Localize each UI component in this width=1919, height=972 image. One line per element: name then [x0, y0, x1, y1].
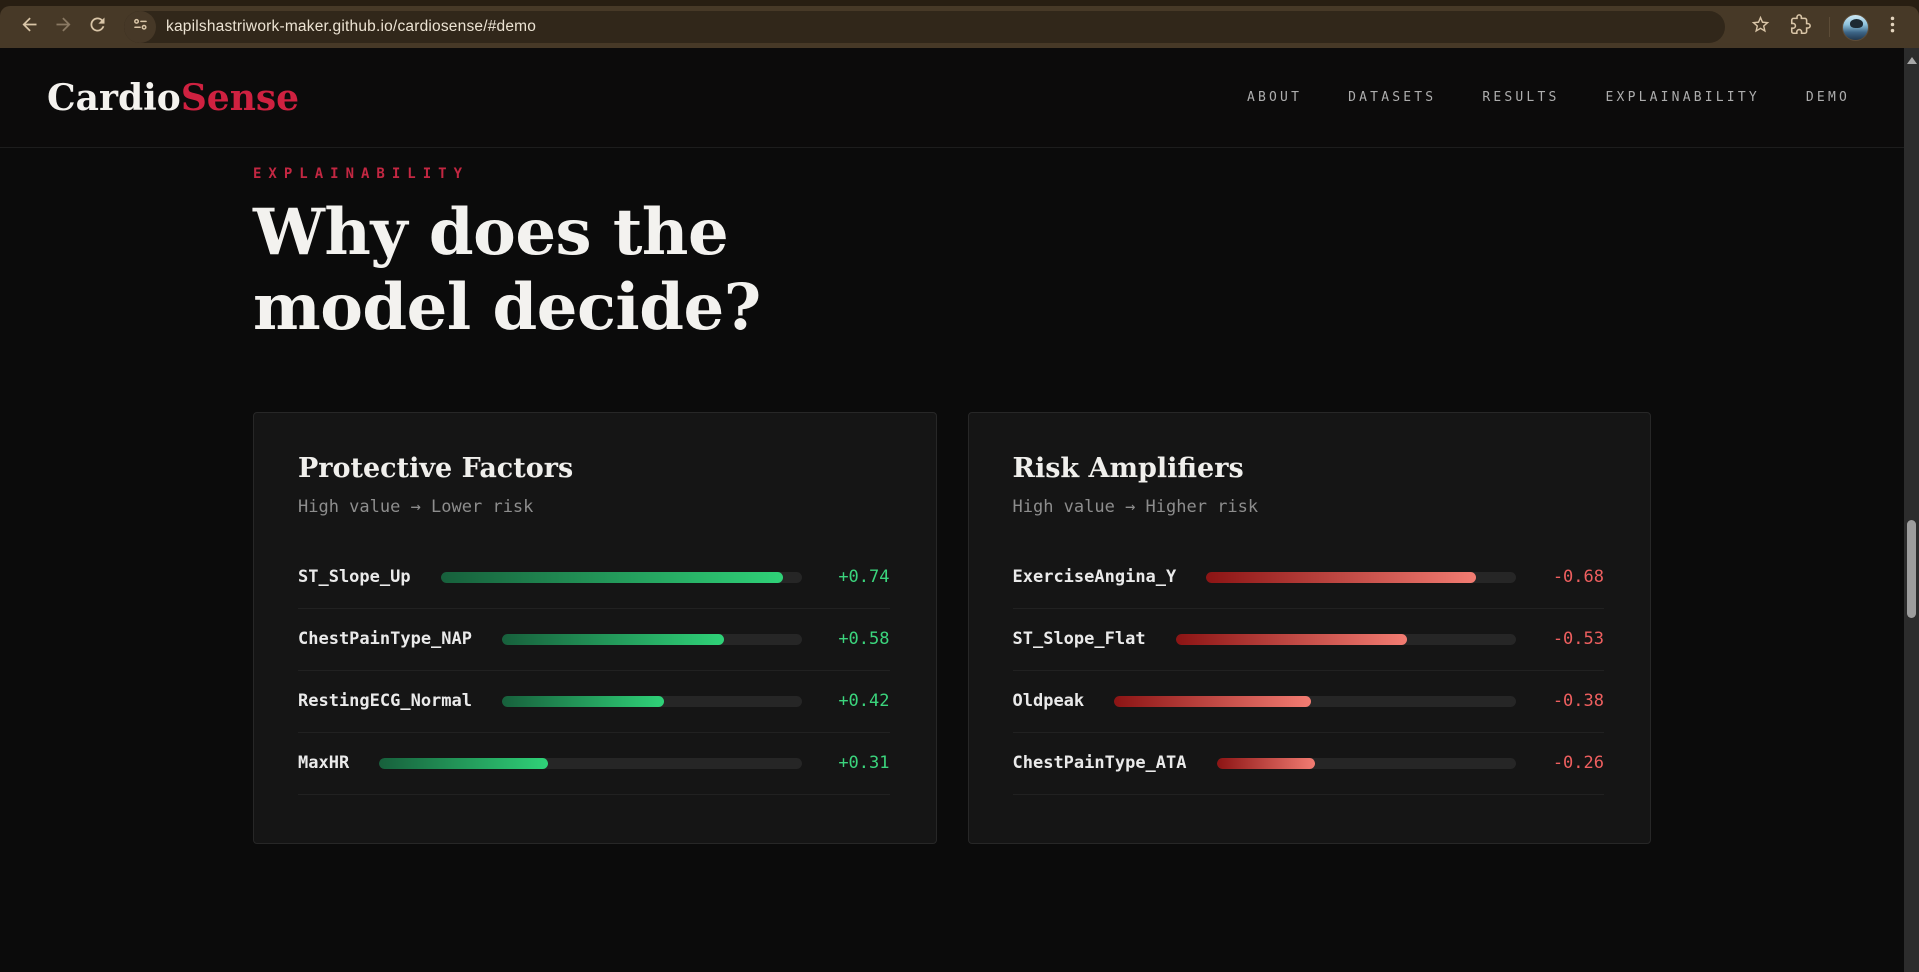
logo-primary: Cardio [47, 76, 181, 119]
factor-label: ST_Slope_Flat [1012, 629, 1146, 650]
factor-label: Oldpeak [1012, 691, 1085, 712]
factor-value: +0.31 [838, 753, 890, 774]
factor-bar-track [1216, 757, 1516, 769]
reload-button[interactable] [80, 10, 114, 44]
explainability-section: EXPLAINABILITY Why does the model decide… [253, 148, 1651, 844]
factor-bar-track [1175, 633, 1516, 645]
factor-bar-track [440, 571, 802, 583]
factor-row: RestingECG_Normal +0.42 [298, 671, 890, 733]
factor-bar-track [1206, 571, 1516, 583]
section-title: Why does the model decide? [253, 195, 761, 345]
protective-factors-card: Protective Factors High value → Lower ri… [253, 411, 937, 844]
browser-toolbar: kapilshastriwork-maker.github.io/cardios… [0, 6, 1919, 48]
url-bar[interactable]: kapilshastriwork-maker.github.io/cardios… [124, 11, 1725, 43]
factor-row: ExerciseAngina_Y -0.68 [1012, 547, 1604, 609]
url-text[interactable]: kapilshastriwork-maker.github.io/cardios… [166, 18, 537, 35]
factor-label: ChestPainType_NAP [298, 629, 472, 650]
extensions-button[interactable] [1783, 10, 1817, 44]
webpage: CardioSense ABOUT DATASETS RESULTS EXPLA… [0, 48, 1904, 972]
factor-bar-fill [502, 695, 664, 707]
factor-row: ChestPainType_NAP +0.58 [298, 609, 890, 671]
factor-bar-fill [440, 571, 784, 583]
factor-bar-fill [379, 757, 549, 769]
star-icon [1750, 14, 1771, 40]
browser-chrome: kapilshastriwork-maker.github.io/cardios… [0, 0, 1919, 48]
back-icon [19, 14, 40, 40]
factor-bar-fill [1114, 695, 1312, 707]
factor-label: ExerciseAngina_Y [1012, 567, 1177, 588]
factor-value: -0.53 [1552, 629, 1604, 650]
factor-bar-fill [502, 633, 724, 645]
site-settings-icon [131, 15, 150, 39]
factor-value: +0.74 [838, 567, 890, 588]
three-dot-menu-icon [1882, 14, 1903, 40]
scrollbar-up-arrow-icon[interactable] [1906, 57, 1917, 64]
factor-label: ST_Slope_Up [298, 567, 411, 588]
factor-bar-track [379, 757, 802, 769]
site-header: CardioSense ABOUT DATASETS RESULTS EXPLA… [0, 48, 1904, 148]
factor-value: +0.42 [838, 691, 890, 712]
puzzle-icon [1790, 14, 1811, 40]
scrollbar-thumb[interactable] [1907, 520, 1916, 618]
nav-item-datasets[interactable]: DATASETS [1348, 90, 1437, 105]
toolbar-right-cluster [1743, 10, 1909, 44]
bookmark-button[interactable] [1743, 10, 1777, 44]
factor-row: ST_Slope_Up +0.74 [298, 547, 890, 609]
browser-menu-button[interactable] [1875, 10, 1909, 44]
site-settings-button[interactable] [124, 11, 156, 43]
forward-button[interactable] [46, 10, 80, 44]
factor-row: ST_Slope_Flat -0.53 [1012, 609, 1604, 671]
page-scrollbar[interactable] [1904, 48, 1919, 972]
factor-bar-fill [1175, 633, 1408, 645]
card-subtitle: High value → Higher risk [1012, 496, 1259, 517]
forward-icon [53, 14, 74, 40]
section-eyebrow: EXPLAINABILITY [253, 166, 470, 182]
factor-cards: Protective Factors High value → Lower ri… [253, 411, 1651, 844]
factor-value: -0.68 [1552, 567, 1604, 588]
site-logo[interactable]: CardioSense [47, 77, 299, 119]
factor-value: +0.58 [838, 629, 890, 650]
factor-rows: ST_Slope_Up +0.74 ChestPainType_NAP +0.5… [298, 547, 890, 795]
nav-item-explainability[interactable]: EXPLAINABILITY [1605, 90, 1760, 105]
logo-accent: Sense [180, 76, 300, 119]
factor-label: MaxHR [298, 753, 350, 774]
factor-row: Oldpeak -0.38 [1012, 671, 1604, 733]
reload-icon [87, 14, 108, 40]
factor-bar-track [502, 633, 802, 645]
back-button[interactable] [12, 10, 46, 44]
main-nav: ABOUT DATASETS RESULTS EXPLAINABILITY DE… [1247, 90, 1850, 105]
factor-row: ChestPainType_ATA -0.26 [1012, 733, 1604, 795]
factor-bar-track [1114, 695, 1516, 707]
risk-amplifiers-card: Risk Amplifiers High value → Higher risk… [967, 411, 1651, 844]
profile-avatar[interactable] [1842, 13, 1869, 41]
nav-item-results[interactable]: RESULTS [1482, 90, 1560, 105]
factor-label: ChestPainType_ATA [1012, 753, 1187, 774]
card-subtitle: High value → Lower risk [298, 496, 534, 517]
factor-rows: ExerciseAngina_Y -0.68 ST_Slope_Flat -0.… [1012, 547, 1604, 795]
card-title: Protective Factors [298, 452, 574, 484]
factor-value: -0.26 [1552, 753, 1604, 774]
nav-item-demo[interactable]: DEMO [1805, 90, 1850, 105]
factor-bar-fill [1216, 757, 1316, 769]
nav-item-about[interactable]: ABOUT [1246, 90, 1303, 105]
card-title: Risk Amplifiers [1012, 452, 1244, 484]
toolbar-separator [1829, 17, 1830, 37]
factor-bar-fill [1206, 571, 1476, 583]
factor-value: -0.38 [1552, 691, 1604, 712]
factor-bar-track [502, 695, 802, 707]
factor-label: RestingECG_Normal [298, 691, 472, 712]
factor-row: MaxHR +0.31 [298, 733, 890, 795]
